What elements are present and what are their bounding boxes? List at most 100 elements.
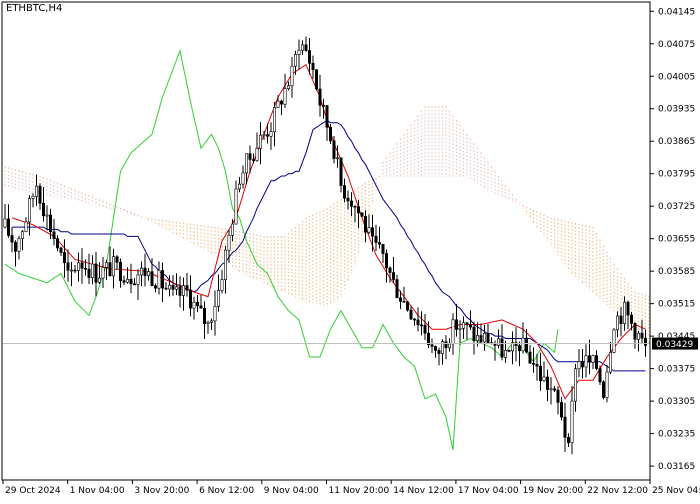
candle-body (325, 105, 329, 128)
candle (440, 339, 444, 365)
span-a-point (302, 299, 303, 301)
span-a-point (393, 147, 394, 149)
span-a-point (358, 252, 359, 254)
candle (461, 316, 465, 339)
candle (510, 331, 514, 365)
span-b-point (645, 294, 646, 296)
candle (283, 73, 287, 108)
span-a-point (494, 170, 496, 172)
span-a-point (92, 196, 93, 198)
span-b-point (372, 179, 373, 181)
candle (559, 396, 563, 421)
candle (98, 262, 102, 285)
span-a-point (375, 189, 377, 191)
y-tick-label: 0.03585 (658, 267, 695, 277)
span-b-point (32, 192, 34, 194)
span-b-point (582, 224, 583, 226)
span-a-point (578, 279, 580, 281)
span-a-point (319, 304, 321, 305)
candle-body (20, 231, 24, 239)
candle-body (629, 314, 633, 324)
candle-body (566, 437, 570, 444)
span-b-point (253, 233, 254, 235)
candle (52, 218, 56, 246)
candle (14, 240, 18, 267)
span-b-point (613, 263, 615, 265)
candle-body (626, 301, 630, 316)
span-a-point (298, 297, 300, 299)
candle (290, 56, 294, 98)
span-a-point (309, 301, 310, 303)
span-b-point (540, 212, 541, 214)
span-b-point (179, 222, 181, 223)
candle (633, 322, 637, 349)
span-a-point (550, 245, 552, 247)
span-b-point (571, 222, 573, 223)
candlestick-series (3, 36, 647, 455)
candle-body (377, 242, 381, 245)
span-a-point (473, 143, 475, 145)
candle (311, 55, 315, 79)
span-a-point (197, 245, 198, 247)
indicator-lines (4, 48, 646, 450)
candle-body (521, 337, 525, 352)
span-a-point (470, 138, 471, 140)
candle (482, 324, 486, 351)
span-b-point (396, 175, 398, 177)
candle-body (241, 172, 245, 185)
span-b-point (410, 175, 412, 177)
candle-body (353, 205, 357, 208)
candle-body (563, 416, 567, 438)
x-tick-label: 29 Oct 2024 (5, 486, 61, 496)
candle (245, 153, 249, 185)
candle (210, 318, 214, 331)
candle-body (584, 355, 588, 368)
span-b-point (81, 200, 83, 202)
candle (636, 330, 640, 352)
candle (307, 37, 311, 75)
span-a-point (281, 290, 282, 292)
candle (10, 227, 14, 253)
candle (203, 301, 207, 339)
span-a-point (564, 263, 566, 265)
span-b-point (123, 211, 125, 213)
candle (119, 258, 123, 288)
span-a-point (113, 204, 114, 206)
candle (503, 340, 507, 363)
candle-body (265, 134, 269, 137)
span-b-point (323, 209, 324, 211)
span-b-point (585, 225, 587, 227)
candle-body (119, 261, 123, 281)
candle-body (210, 320, 214, 323)
candle-body (276, 100, 280, 108)
candle (556, 386, 560, 415)
candle (286, 81, 290, 91)
candle (496, 329, 500, 349)
span-b-point (470, 177, 471, 179)
time-axis: 29 Oct 2024 1 Nov 04:00 3 Nov 20:00 6 Nov 1… (2, 480, 700, 496)
candle (626, 300, 630, 330)
candle-body (538, 365, 542, 382)
span-a-point (326, 305, 328, 307)
span-a-point (305, 300, 307, 302)
span-a-point (340, 296, 342, 298)
candle-body (171, 285, 175, 290)
span-a-point (414, 119, 415, 121)
span-b-point (592, 226, 594, 228)
span-b-point (648, 295, 650, 297)
candle (521, 322, 525, 354)
span-a-point (57, 182, 58, 184)
candle-body (510, 342, 514, 352)
span-b-point (148, 217, 149, 219)
candle-body (374, 235, 378, 243)
candle-body (164, 287, 168, 290)
candle-body (423, 324, 427, 334)
candle-body (321, 105, 325, 107)
span-b-point (218, 227, 219, 229)
candle-body (175, 286, 179, 290)
ichimoku-cloud (4, 106, 650, 344)
candle (55, 235, 59, 251)
candle (444, 335, 448, 360)
span-a-point (137, 214, 139, 216)
span-b-point (494, 192, 496, 194)
